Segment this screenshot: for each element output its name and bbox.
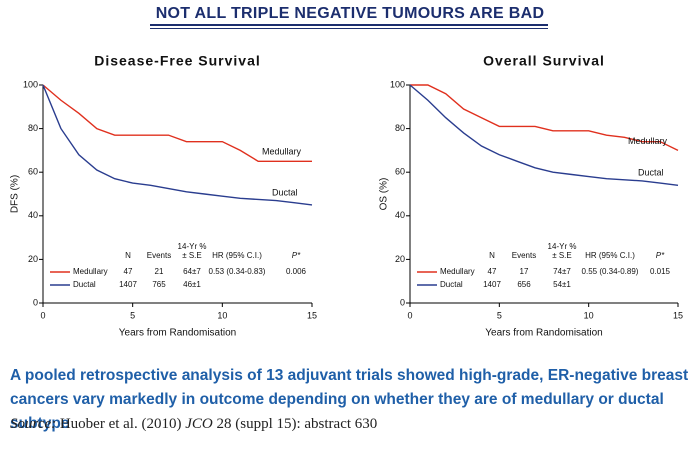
table-header: ± S.E	[182, 251, 202, 260]
table-cell: 21	[155, 267, 164, 276]
x-tick-label: 0	[407, 310, 412, 320]
source-label: Source:	[10, 416, 57, 432]
table-cell: 0.53 (0.34-0.83)	[209, 267, 266, 276]
y-tick-label: 100	[390, 79, 405, 89]
curve-label: Ductal	[638, 168, 664, 178]
table-cell: 1407	[119, 280, 137, 289]
table-cell: 17	[520, 267, 529, 276]
table-row-label: Medullary	[440, 267, 475, 276]
y-tick-label: 20	[395, 254, 405, 264]
curve-label: Ductal	[272, 187, 298, 197]
table-header: HR (95% C.I.)	[585, 251, 635, 260]
y-tick-label: 60	[395, 167, 405, 177]
charts: NOT ALL TRIPLE NEGATIVE TUMOURS ARE BAD …	[10, 5, 683, 339]
table-cell: 74±7	[553, 267, 571, 276]
chart-title: Disease-Free Survival	[94, 53, 261, 69]
table-header: Events	[512, 251, 536, 260]
x-tick-label: 15	[307, 310, 317, 320]
table-cell: 656	[517, 280, 531, 289]
table-header: N	[489, 251, 495, 260]
y-tick-label: 20	[28, 254, 38, 264]
x-tick-label: 5	[497, 310, 502, 320]
x-tick-label: 15	[673, 310, 683, 320]
y-tick-label: 60	[28, 167, 38, 177]
table-header: Events	[147, 251, 171, 260]
y-tick-label: 80	[395, 123, 405, 133]
caption: A pooled retrospective analysis of 13 ad…	[10, 367, 689, 432]
table-cell: 765	[152, 280, 166, 289]
table-cell: 0.015	[650, 267, 671, 276]
x-axis-label: Years from Randomisation	[119, 328, 236, 339]
table-cell: 0.55 (0.34-0.89)	[582, 267, 639, 276]
y-tick-label: 80	[28, 123, 38, 133]
table-header: HR (95% C.I.)	[212, 251, 262, 260]
banner-title: NOT ALL TRIPLE NEGATIVE TUMOURS ARE BAD	[156, 5, 545, 22]
source-rest: 28 (suppl 15): abstract 630	[216, 416, 378, 432]
table-cell: 54±1	[553, 280, 571, 289]
chart-title: Overall Survival	[483, 53, 605, 69]
table-cell: 1407	[483, 280, 501, 289]
x-axis-label: Years from Randomisation	[485, 328, 602, 339]
x-tick-label: 10	[217, 310, 227, 320]
table-header: 14-Yr %	[548, 242, 577, 251]
y-tick-label: 100	[23, 79, 38, 89]
table-cell: 47	[124, 267, 133, 276]
x-tick-label: 10	[584, 310, 594, 320]
table-cell: 46±1	[183, 280, 201, 289]
table-header: 14-Yr %	[178, 242, 207, 251]
y-tick-label: 0	[33, 297, 38, 307]
y-axis-label: DFS (%)	[10, 175, 21, 213]
table-row-label: Medullary	[73, 267, 108, 276]
table-header: N	[125, 251, 131, 260]
x-tick-label: 0	[40, 310, 45, 320]
table-header: P*	[292, 251, 301, 260]
survival-curve	[42, 84, 312, 162]
table-header: P*	[656, 251, 665, 260]
y-tick-label: 0	[400, 297, 405, 307]
table-header: ± S.E	[552, 251, 572, 260]
table-row-label: Ductal	[73, 280, 96, 289]
table-cell: 0.006	[286, 267, 307, 276]
y-tick-label: 40	[395, 210, 405, 220]
survival-curve	[42, 84, 313, 206]
table-cell: 47	[488, 267, 497, 276]
curve-label: Medullary	[628, 136, 668, 146]
table-cell: 64±7	[183, 267, 201, 276]
curve-label: Medullary	[262, 147, 302, 157]
y-axis-label: OS (%)	[379, 178, 390, 211]
survival-curve	[410, 84, 679, 152]
y-tick-label: 40	[28, 210, 38, 220]
x-tick-label: 5	[130, 310, 135, 320]
source-journal: JCO	[185, 416, 213, 432]
table-row-label: Ductal	[440, 280, 463, 289]
survival-curve	[409, 84, 679, 186]
source-text: Huober et al. (2010)	[59, 416, 182, 432]
source: Source: Huober et al. (2010) JCO 28 (sup…	[10, 416, 377, 433]
